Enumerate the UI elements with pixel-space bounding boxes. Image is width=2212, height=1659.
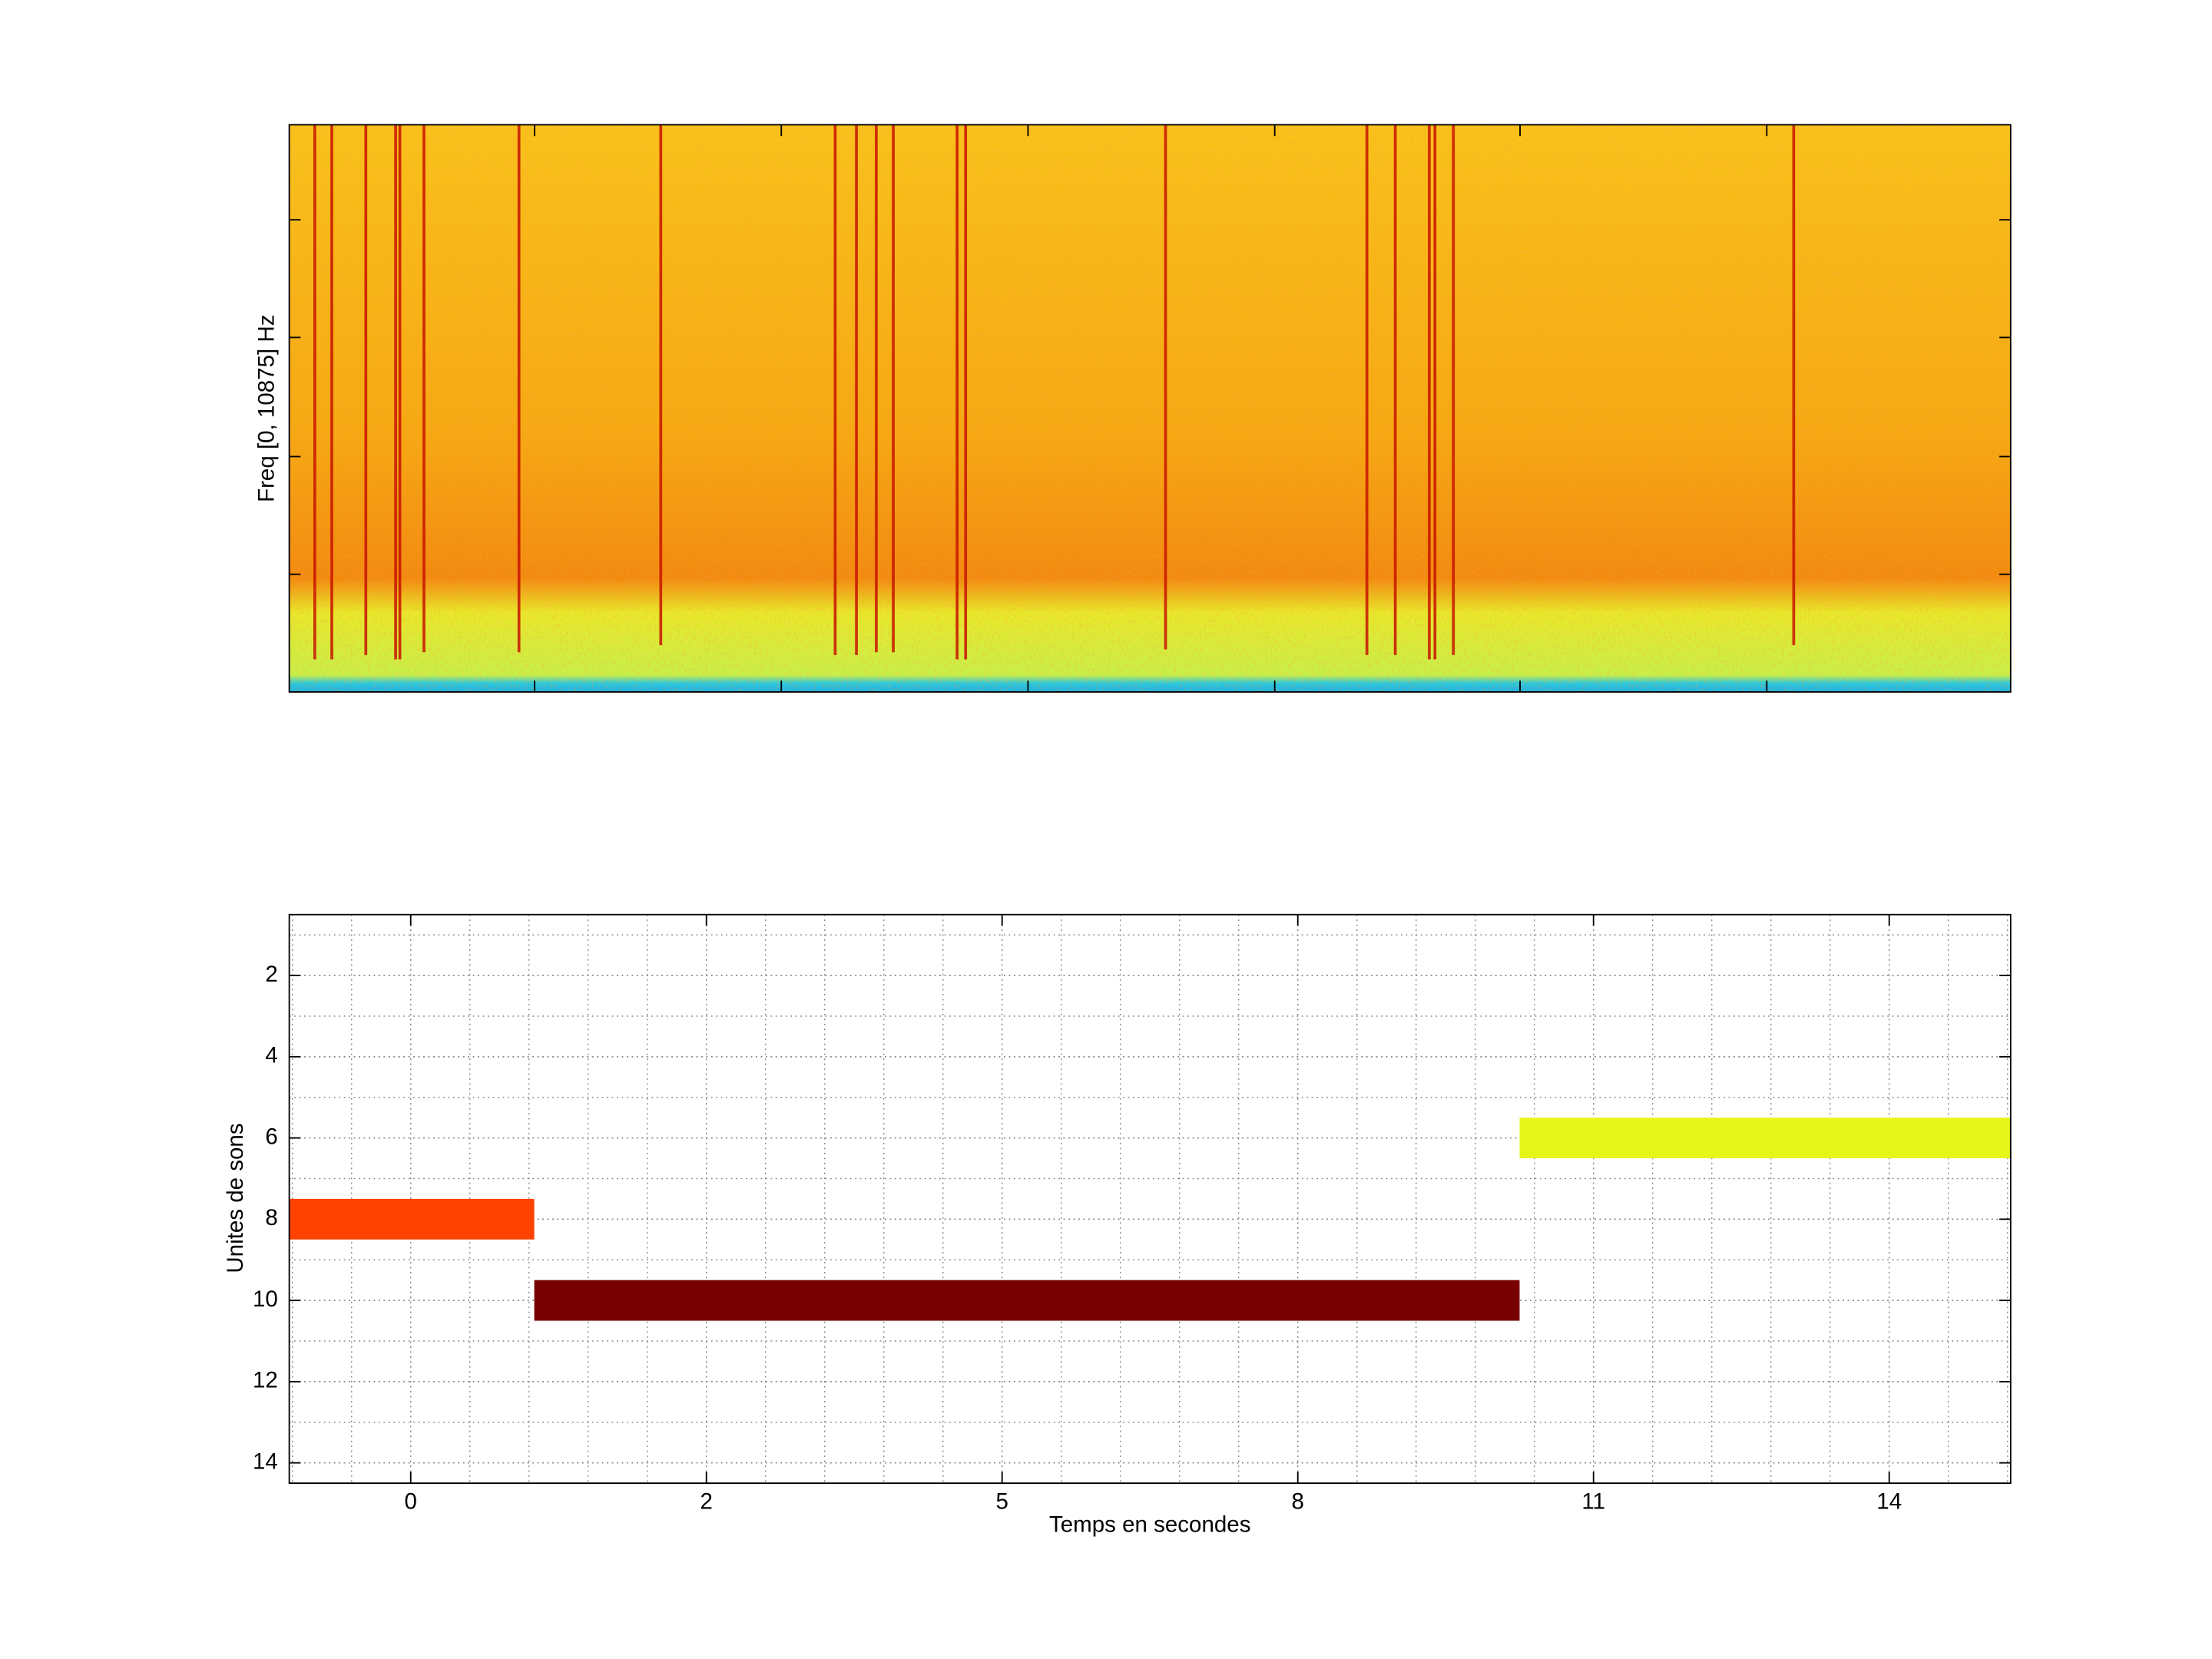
y-tick-label: 4 (265, 1043, 277, 1068)
segments-panel: Temps en secondes Unites de sons 0 2 5 8 11 1… (223, 913, 2012, 1537)
spectrogram-transients (313, 124, 1796, 660)
y-tick-label: 6 (265, 1124, 277, 1149)
y-tick-label: 2 (265, 962, 277, 987)
y-axis-label: Freq [0, 10875] Hz (254, 314, 280, 502)
y-tick-label: 14 (253, 1449, 278, 1474)
x-tick-label: 5 (996, 1489, 1008, 1515)
x-tick-label: 2 (700, 1489, 713, 1515)
x-tick-label: 11 (1581, 1489, 1605, 1515)
y-tick-label: 10 (253, 1286, 278, 1312)
y-tick-label: 12 (253, 1368, 278, 1393)
x-tick-label: 14 (1876, 1489, 1902, 1515)
x-axis-label: Temps en secondes (1049, 1512, 1251, 1537)
grid (289, 914, 2011, 1484)
segment-bar (534, 1280, 1520, 1321)
spectrogram-panel: Freq [0, 10875] Hz (254, 124, 2012, 693)
axes-frame (288, 124, 2012, 693)
x-tick-label: 8 (1292, 1489, 1304, 1515)
axes-frame (288, 913, 2012, 1484)
y-axis-label: Unites de sons (223, 1123, 248, 1273)
segment-bar (1519, 1118, 2011, 1159)
segment-bar (289, 1198, 535, 1240)
x-tick-label: 0 (405, 1489, 417, 1515)
y-tick-label: 8 (265, 1205, 277, 1230)
spectrogram-texture (289, 124, 2011, 692)
tick-marks (289, 124, 2011, 692)
